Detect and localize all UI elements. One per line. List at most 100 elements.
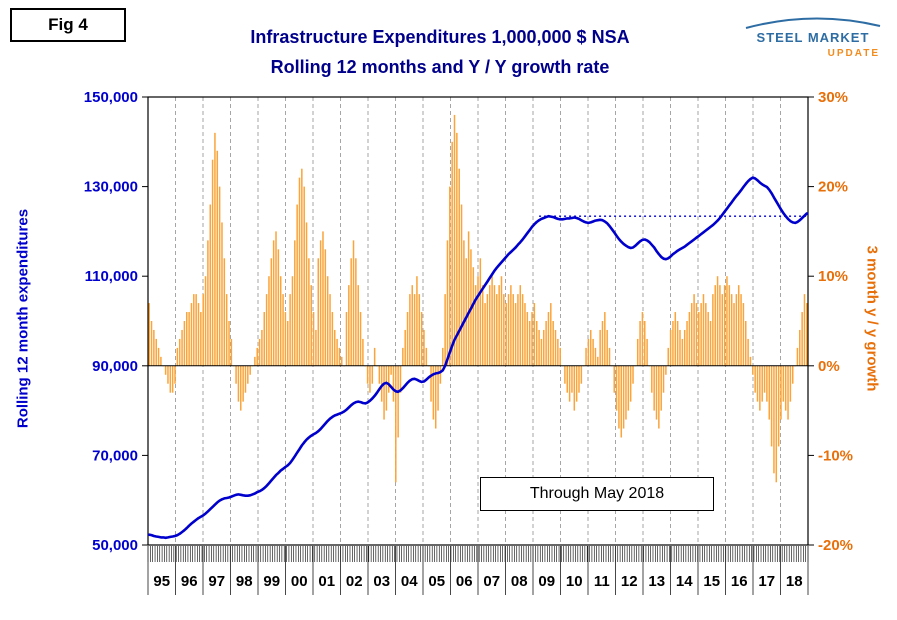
growth-bar [806, 303, 808, 366]
right-tick-label: -20% [818, 537, 853, 554]
growth-bar [552, 321, 554, 366]
growth-bar [740, 294, 742, 366]
growth-bar [479, 258, 482, 366]
growth-bar [242, 365, 244, 402]
growth-bar [153, 329, 155, 366]
growth-bar [770, 365, 773, 447]
growth-bar [404, 329, 406, 366]
growth-bar [312, 312, 315, 366]
growth-bar [714, 285, 716, 366]
growth-bar [474, 285, 477, 366]
growth-bar [298, 177, 301, 366]
growth-bar [319, 240, 322, 366]
growth-bar [747, 338, 749, 366]
growth-bar [733, 303, 735, 366]
growth-bar [380, 365, 383, 402]
growth-bar [745, 321, 747, 366]
growth-bar [317, 258, 320, 366]
growth-bar [676, 321, 679, 366]
chart-title: Infrastructure Expenditures 1,000,000 $ … [120, 22, 760, 82]
growth-bar [458, 168, 460, 366]
growth-bar [672, 321, 674, 366]
growth-bar [559, 347, 561, 366]
growth-bar [665, 365, 667, 375]
growth-bar [759, 365, 761, 411]
growth-bar [390, 365, 392, 375]
growth-bar [289, 294, 291, 366]
growth-bar [413, 294, 416, 366]
growth-bar [406, 312, 409, 366]
growth-bar [200, 312, 202, 366]
growth-bar [178, 338, 181, 366]
figure-number-box: Fig 4 [10, 8, 126, 42]
growth-bar [430, 365, 432, 402]
growth-bar [402, 347, 404, 366]
growth-bar [712, 294, 714, 366]
growth-bar [775, 365, 778, 483]
growth-bar [399, 365, 402, 393]
growth-bar [270, 258, 273, 366]
growth-bar [275, 231, 277, 366]
growth-bar [258, 338, 261, 366]
year-label: 96 [181, 573, 198, 590]
growth-bar [646, 338, 648, 366]
growth-bar [228, 321, 230, 366]
growth-bar [218, 186, 221, 366]
growth-bar [493, 285, 496, 366]
growth-bar [261, 329, 263, 366]
growth-bar [629, 365, 632, 402]
year-label: 07 [483, 573, 500, 590]
growth-bar [514, 303, 517, 366]
plot-border [147, 96, 809, 546]
growth-bar [707, 312, 709, 366]
growth-bar [528, 321, 531, 366]
growth-bar [566, 365, 569, 393]
left-tick-label: 70,000 [92, 447, 138, 464]
growth-bar [392, 365, 395, 402]
growth-bar [416, 276, 418, 366]
growth-bar [446, 240, 449, 366]
growth-bar [240, 365, 242, 411]
growth-bar [789, 365, 792, 402]
growth-bar [683, 329, 686, 366]
growth-bar [442, 347, 444, 366]
growth-bar [301, 168, 303, 366]
growth-bar [176, 347, 179, 366]
year-label: 98 [236, 573, 253, 590]
growth-bar [688, 312, 691, 366]
growth-bar [484, 303, 486, 366]
right-tick-label: 0% [818, 358, 840, 375]
growth-bar [780, 365, 782, 420]
growth-bar [517, 294, 519, 366]
growth-bar [730, 294, 733, 366]
growth-bar [636, 338, 639, 366]
growth-bar [777, 365, 780, 447]
logo-text-main: STEEL MARKET [757, 30, 870, 45]
growth-bar [338, 347, 341, 366]
growth-bar [434, 365, 437, 429]
year-label: 09 [538, 573, 555, 590]
growth-bar [686, 321, 688, 366]
growth-bar [223, 258, 226, 366]
growth-bar [279, 276, 282, 366]
growth-bar [341, 356, 343, 366]
growth-bar [524, 303, 526, 366]
growth-bar [550, 303, 552, 366]
growth-bar [272, 240, 275, 366]
year-label: 16 [731, 573, 748, 590]
growth-bar [352, 240, 355, 366]
expenditure-line [147, 176, 809, 540]
growth-bar [167, 365, 169, 384]
growth-bar [766, 365, 768, 402]
growth-bar [752, 365, 754, 375]
growth-bar [669, 329, 672, 366]
growth-bar [599, 329, 601, 366]
growth-bar [437, 365, 439, 411]
growth-bar [420, 312, 423, 366]
growth-bar [568, 365, 571, 402]
growth-bar [491, 276, 493, 366]
growth-bar [705, 303, 707, 366]
growth-bar [754, 365, 756, 393]
logo-graphic: STEEL MARKET UPDATE [745, 17, 881, 59]
chart-title-line2: Rolling 12 months and Y / Y growth rate [270, 57, 610, 77]
